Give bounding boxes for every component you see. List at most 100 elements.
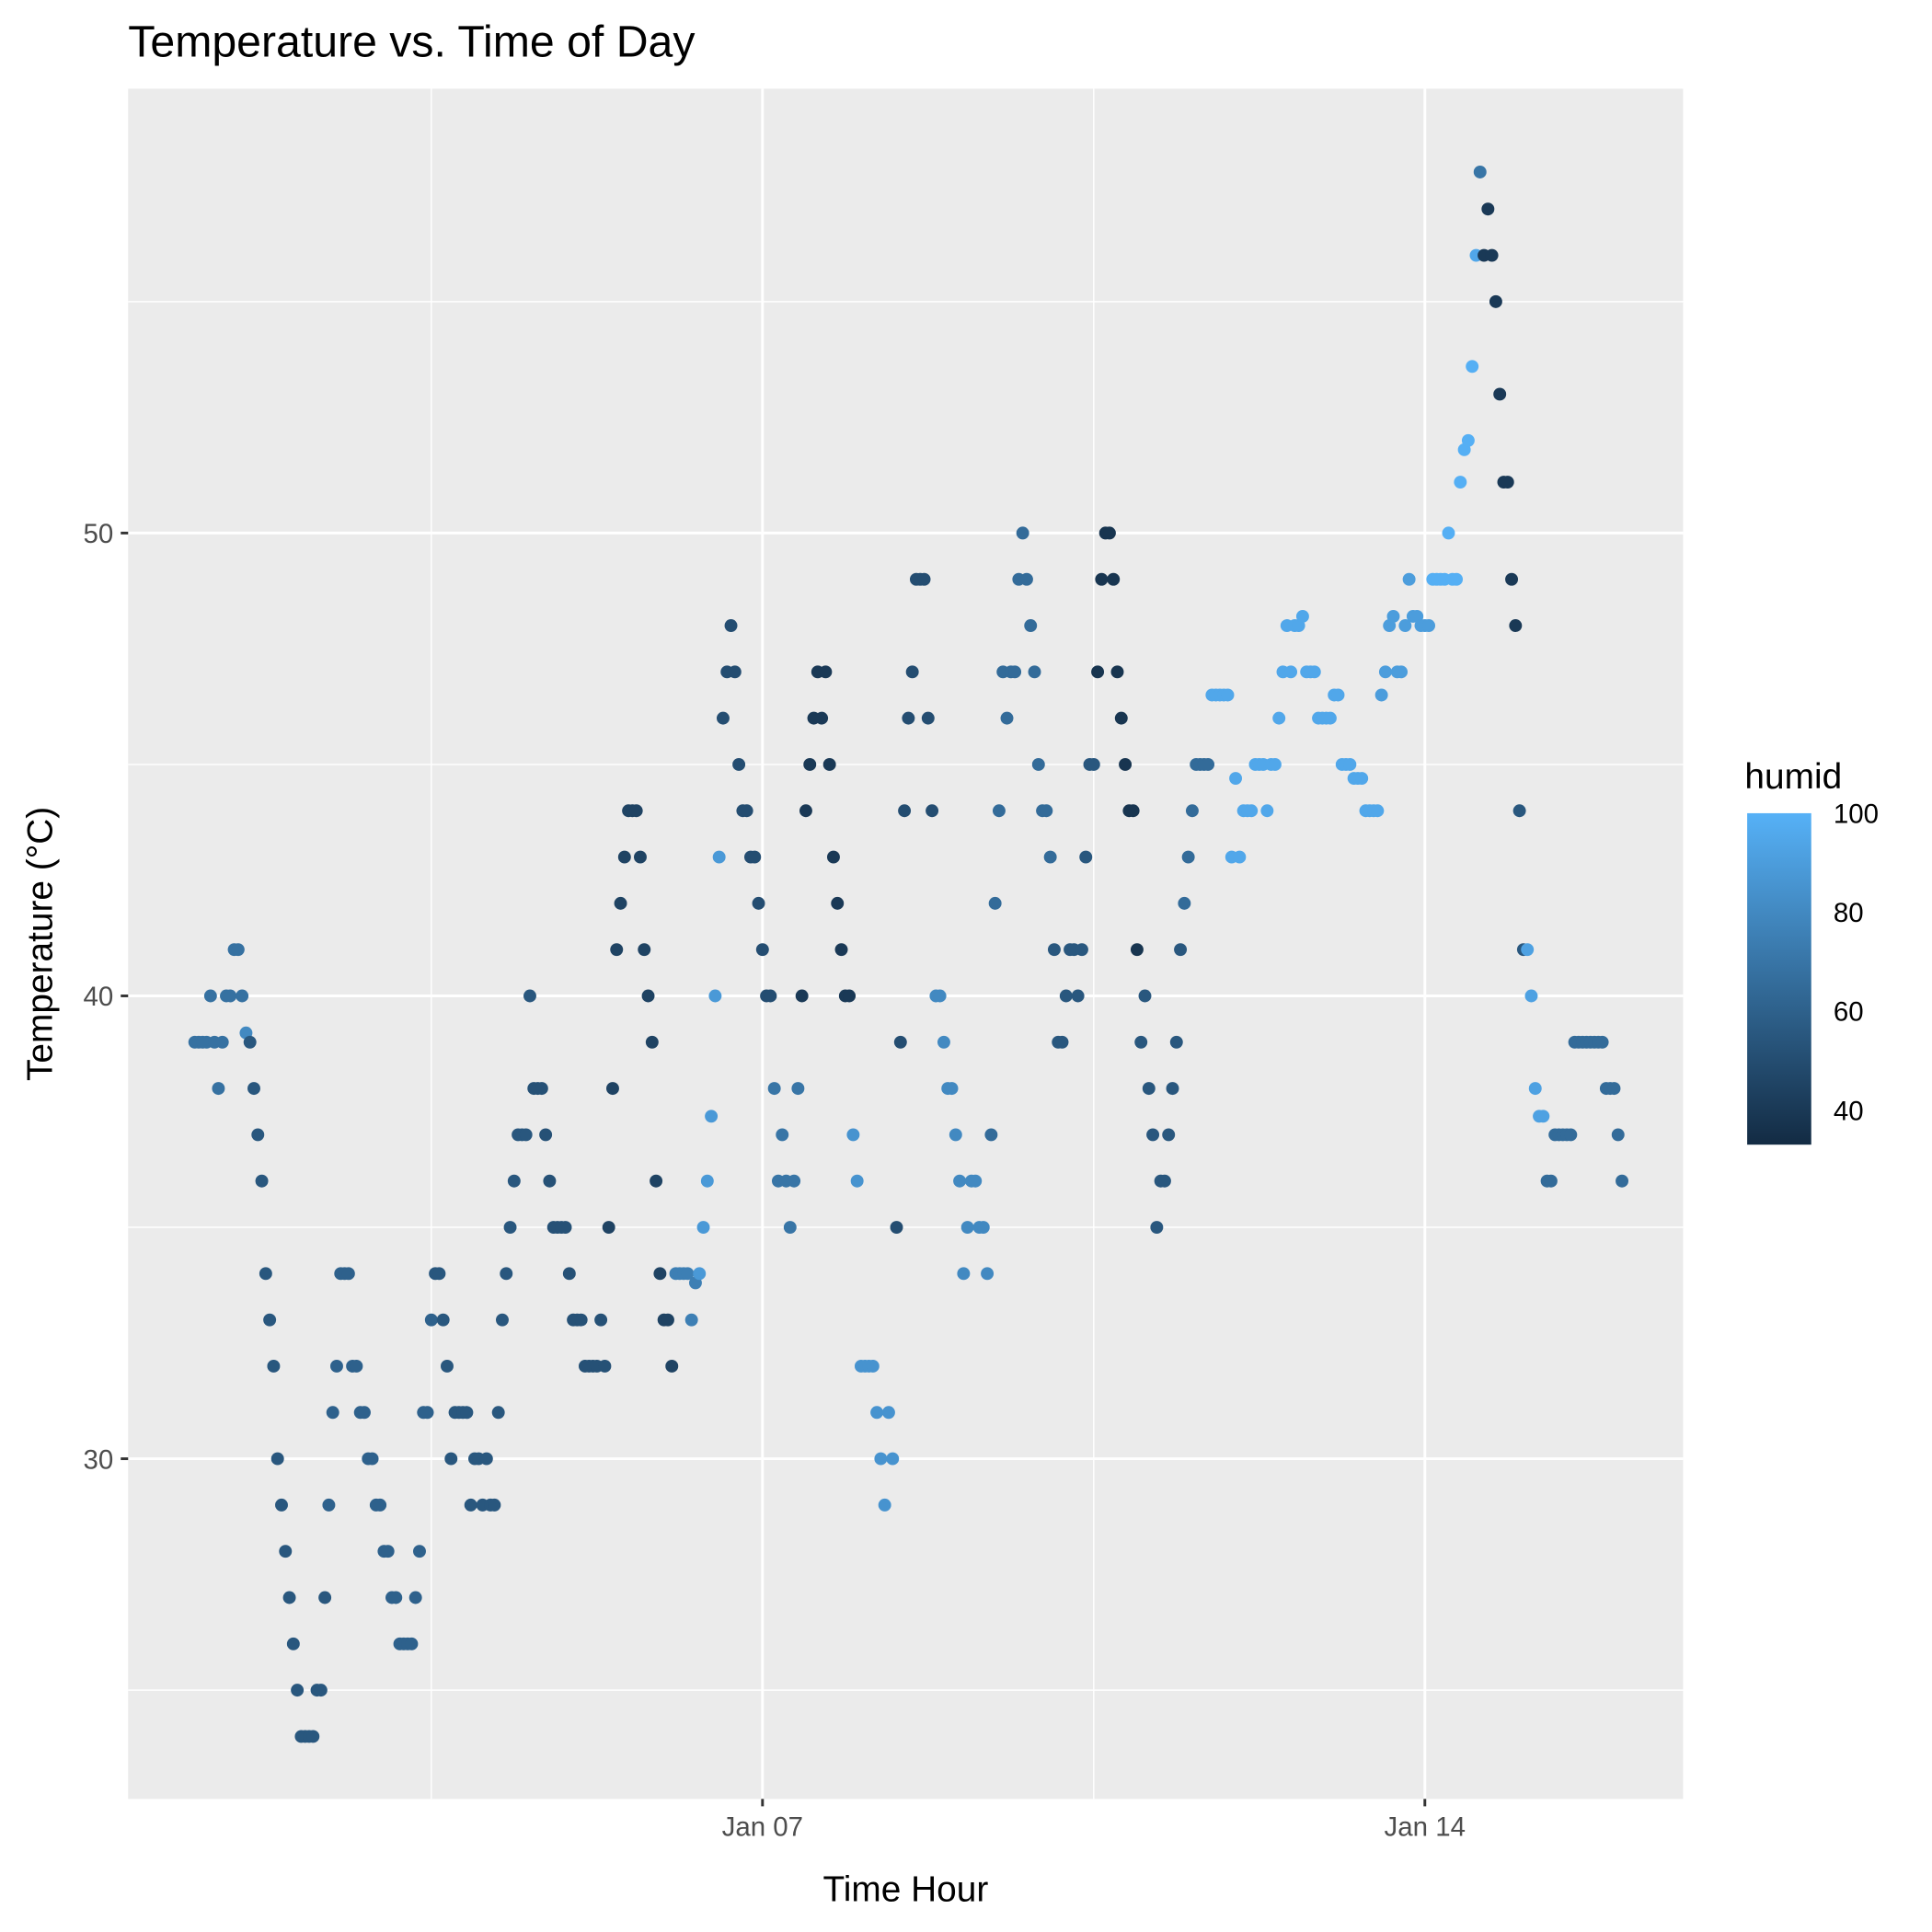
point (705, 1110, 719, 1123)
point (1047, 943, 1061, 957)
point (949, 1128, 962, 1142)
point (1272, 711, 1286, 725)
point (389, 1591, 403, 1604)
point (215, 1035, 229, 1049)
point (255, 1174, 269, 1188)
point (1611, 1128, 1625, 1142)
point (479, 1452, 493, 1466)
point (267, 1360, 281, 1373)
point (724, 619, 738, 632)
point (1059, 989, 1073, 1003)
point (634, 850, 647, 864)
point (1268, 757, 1282, 771)
point (1028, 665, 1041, 679)
point (1245, 804, 1259, 818)
point (1102, 526, 1116, 540)
colorbar-label: 100 (1834, 799, 1879, 830)
point (424, 1313, 438, 1327)
point (330, 1360, 343, 1373)
point (1485, 248, 1499, 262)
point (602, 1221, 615, 1235)
point (1450, 572, 1464, 586)
point (748, 850, 762, 864)
point (286, 1637, 300, 1650)
point (696, 1221, 710, 1235)
point (870, 1406, 884, 1420)
point (1087, 757, 1100, 771)
point (259, 1267, 272, 1281)
point (1119, 757, 1133, 771)
point (617, 850, 631, 864)
legend-title: humid (1744, 757, 1842, 797)
x-tick-label: Jan 07 (722, 1812, 803, 1843)
point (1521, 943, 1535, 957)
point (1031, 757, 1045, 771)
point (1512, 804, 1526, 818)
point (866, 1360, 880, 1373)
point (708, 989, 722, 1003)
point (874, 1452, 888, 1466)
point (1229, 772, 1243, 786)
point (1107, 572, 1121, 586)
point (945, 1082, 959, 1096)
point (645, 1035, 659, 1049)
point (693, 1267, 707, 1281)
point (503, 1221, 517, 1235)
point (491, 1406, 505, 1420)
point (1395, 665, 1409, 679)
point (562, 1267, 576, 1281)
grid (128, 88, 1684, 1800)
point (846, 1128, 860, 1142)
point (381, 1545, 395, 1558)
point (1343, 757, 1357, 771)
point (976, 1221, 990, 1235)
point (803, 757, 817, 771)
point (1055, 1035, 1069, 1049)
point (712, 850, 726, 864)
point (1174, 943, 1188, 957)
point (684, 1313, 698, 1327)
point (243, 1035, 257, 1049)
x-axis-title: Time Hour (822, 1870, 988, 1910)
point (263, 1313, 277, 1327)
point (1402, 572, 1416, 586)
colorbar-label: 40 (1834, 1096, 1864, 1126)
point (420, 1406, 434, 1420)
point (282, 1591, 296, 1604)
point (500, 1267, 513, 1281)
y-axis-title: Temperature (°C) (20, 807, 60, 1081)
point (558, 1221, 572, 1235)
point (1473, 166, 1487, 178)
point (767, 1082, 781, 1096)
point (539, 1128, 553, 1142)
point (496, 1313, 509, 1327)
point (740, 804, 753, 818)
point (1544, 1174, 1558, 1188)
point (1150, 1221, 1164, 1235)
point (444, 1452, 458, 1466)
point (1079, 850, 1093, 864)
point (1040, 804, 1053, 818)
point (665, 1360, 679, 1373)
point (819, 665, 833, 679)
point (1505, 572, 1519, 586)
panel (128, 88, 1684, 1800)
point (1071, 989, 1085, 1003)
point (1466, 360, 1479, 374)
point (1016, 526, 1029, 540)
point (212, 1082, 225, 1096)
point (1221, 688, 1235, 702)
point (1114, 711, 1128, 725)
point (464, 1498, 477, 1512)
point (1489, 294, 1502, 308)
point (1607, 1082, 1621, 1096)
point (629, 804, 643, 818)
point (1126, 804, 1140, 818)
point (822, 757, 836, 771)
point (291, 1684, 305, 1697)
point (598, 1360, 612, 1373)
point (314, 1684, 328, 1697)
point (519, 1128, 533, 1142)
point (834, 943, 848, 957)
point (1169, 1035, 1183, 1049)
